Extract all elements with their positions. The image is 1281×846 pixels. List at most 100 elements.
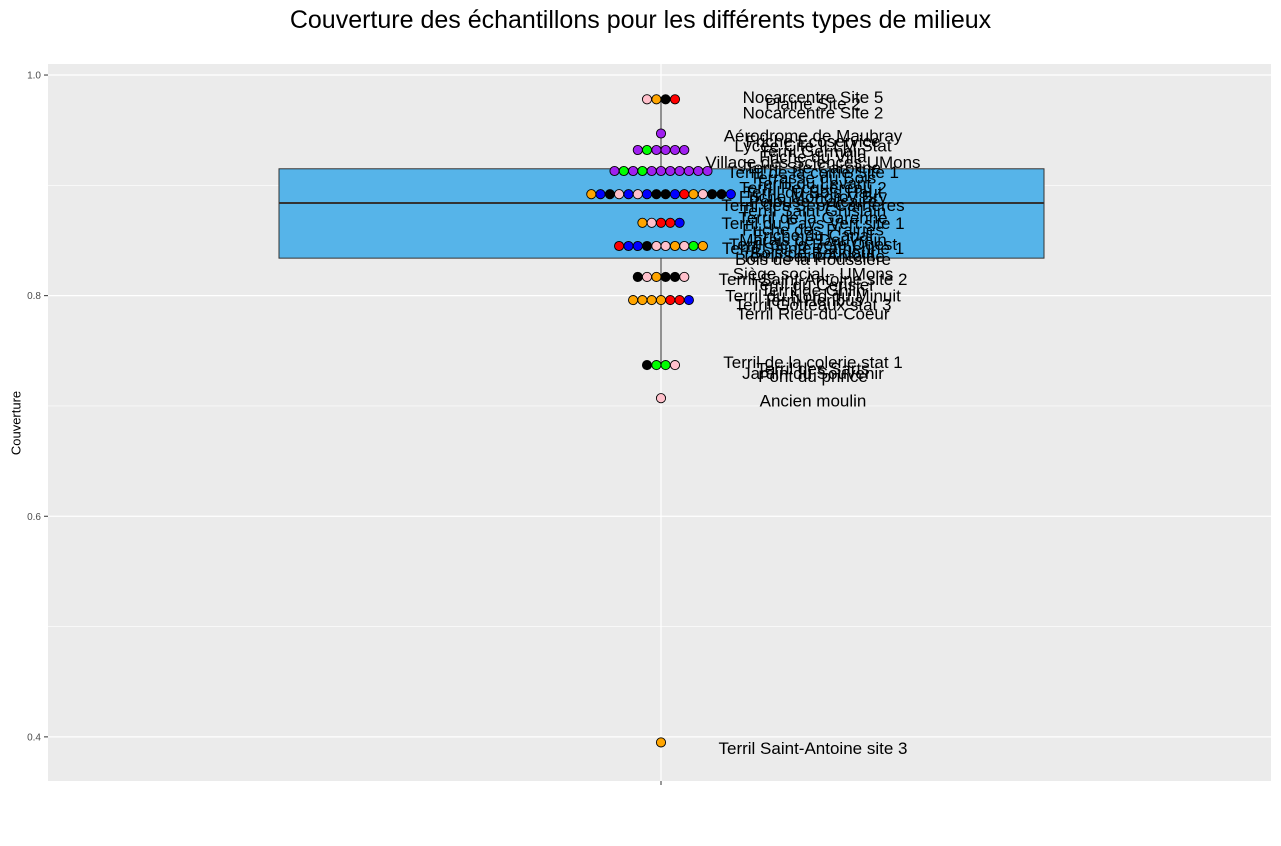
data-point [660, 189, 671, 200]
data-point [669, 240, 681, 252]
data-point [595, 189, 606, 200]
point-label: Bois de la Houssière [735, 250, 891, 269]
point-label: Terril Saint-Antoine site 2 [719, 270, 908, 289]
data-point [665, 217, 676, 228]
data-point [641, 144, 653, 156]
data-point [660, 360, 671, 371]
data-point [660, 144, 671, 156]
data-point [674, 217, 685, 228]
data-point [651, 271, 662, 282]
data-point [655, 165, 667, 177]
point-label: Pelouse Calcaire [749, 192, 878, 211]
point-label: Terril Saint-Antoine site 3 [719, 739, 908, 758]
point-label: Friche du Villa [759, 148, 867, 167]
point-label: Terril du Nord du Minuit [725, 287, 901, 306]
data-point [679, 189, 690, 200]
data-point [674, 295, 685, 306]
point-label: Terril des Sarts [756, 359, 869, 378]
data-point [623, 189, 634, 200]
data-point [641, 360, 653, 371]
point-label: Terril du Cerisier [751, 276, 875, 295]
data-point [651, 94, 662, 105]
point-label: Terril du Bois Haut [744, 183, 883, 202]
data-point [669, 360, 681, 371]
data-point [669, 144, 681, 156]
data-point [632, 240, 643, 252]
point-label: Terril de la colerie stat 1 [723, 353, 903, 372]
data-point [637, 165, 648, 177]
y-tick-label: 1.0 [27, 71, 41, 82]
y-tick-label: 0.6 [27, 512, 41, 523]
data-point [660, 240, 671, 252]
data-point [725, 189, 736, 200]
data-point [614, 189, 625, 200]
data-point [646, 165, 657, 177]
data-point [693, 165, 704, 177]
data-point [628, 165, 639, 177]
point-label: Jardin du Souvenir [742, 364, 884, 383]
data-point [646, 295, 657, 306]
point-label: Terril Pecquereau 2 [739, 179, 886, 198]
point-label: Terril Saint Ghislain [740, 202, 886, 221]
data-point [679, 144, 690, 156]
data-point [651, 240, 662, 252]
point-label: Terrasse du Bois [750, 169, 877, 188]
point-label: Terril Ste-Caroline [745, 159, 881, 178]
data-point [683, 295, 694, 306]
data-point [651, 144, 662, 156]
y-axis: 0.4 0.6 0.8 1.0 [27, 71, 662, 785]
dot-layer [586, 94, 736, 748]
data-point [660, 94, 671, 105]
point-label: Terril de la Bête Ouest [729, 235, 897, 254]
point-label: Terril Sainte Catherine 1 [722, 239, 904, 258]
point-label: Terril de Ghlin [761, 281, 866, 300]
data-point [609, 165, 620, 177]
point-label: Bois de Baudour [750, 244, 876, 263]
data-point [697, 189, 708, 200]
point-label: Nocarcentre Site 5 [743, 88, 884, 107]
data-point [655, 295, 667, 306]
data-point [697, 240, 708, 252]
point-label: Terril Rieu-du-Coeur [736, 304, 889, 323]
point-label: Friche du Canal [753, 226, 873, 245]
data-point [623, 240, 634, 252]
data-point [641, 189, 653, 200]
data-point [614, 240, 625, 252]
y-tick-label: 0.8 [27, 291, 41, 302]
data-point [669, 189, 681, 200]
data-point [679, 271, 690, 282]
point-label: Pont du prince [758, 367, 868, 386]
data-point [665, 295, 676, 306]
data-point [707, 189, 718, 200]
point-label: Terril de la colrie Site 1 [727, 163, 899, 182]
data-point [637, 217, 648, 228]
point-label: Plaine Site 2 [765, 95, 860, 114]
point-label: Terril Germain [760, 142, 867, 161]
point-label: Friche Monoroy Bry [739, 187, 888, 206]
point-label: Terril du Pays Vert site 1 [721, 214, 904, 233]
point-label: Terril Heribus [763, 291, 863, 310]
data-point [618, 165, 629, 177]
data-point [702, 165, 713, 177]
data-point [688, 240, 699, 252]
data-point [604, 189, 615, 200]
data-point [632, 144, 643, 156]
y-tick-label: 0.4 [27, 732, 41, 743]
point-label: Lycée Cité ILLM Stat [734, 137, 891, 156]
point-label: Terril Gotteaux stat 3 [735, 296, 892, 315]
data-point [641, 240, 653, 252]
data-point [655, 393, 667, 404]
point-label: Nocarcentre Site 2 [743, 104, 884, 123]
data-point [655, 217, 667, 228]
data-point [683, 165, 694, 177]
point-label: Friche Ecoservice [745, 132, 880, 151]
data-point [688, 189, 699, 200]
data-point [628, 295, 639, 306]
data-point [655, 128, 667, 139]
data-point [586, 189, 597, 200]
data-point [660, 271, 671, 282]
data-point [632, 271, 643, 282]
